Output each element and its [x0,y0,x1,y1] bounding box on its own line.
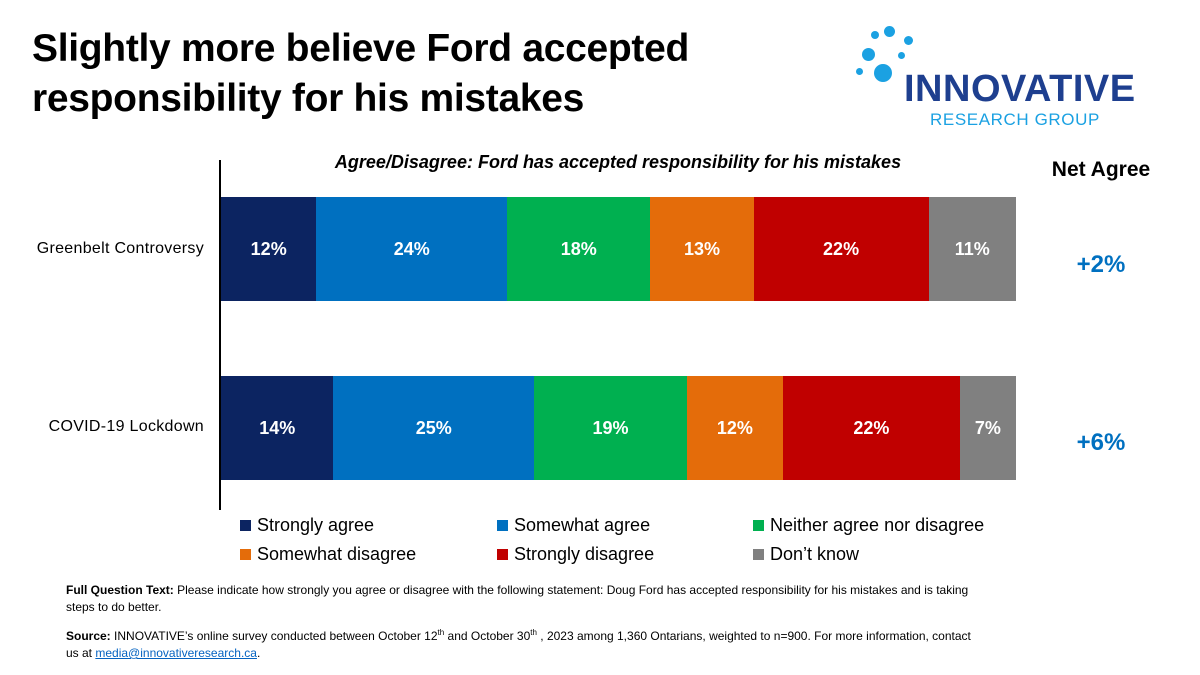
net-agree-value: +6% [1076,429,1126,456]
legend-label: Somewhat agree [514,515,651,535]
innovative-logo: INNOVATIVE RESEARCH GROUP [850,18,1150,130]
legend-item: Somewhat disagree [240,544,416,565]
source-footnote: Source: INNOVATIVE’s online survey condu… [66,624,986,662]
logo-dot [862,48,875,61]
legend-item: Don’t know [753,544,859,565]
legend-swatch [497,549,508,560]
bar-segment: 22% [753,197,929,301]
bar-segment: 12% [686,376,784,480]
legend-swatch [497,520,508,531]
legend-swatch [753,520,764,531]
logo-dot [884,26,895,37]
question-text: Please indicate how strongly you agree o… [66,583,969,614]
data-label: 12% [716,417,753,438]
logo-dot [856,68,863,75]
source-text-3: , 2023 among 1,360 Ontarians, weighted t… [66,629,971,660]
question-label: Full Question Text: [66,583,174,597]
question-footnote: Full Question Text: Please indicate how … [66,582,986,616]
data-label: 13% [683,238,720,259]
source-sup-1: th [437,628,445,637]
bar-segment: 19% [534,376,687,480]
data-label: 14% [259,417,296,438]
source-text-2: and October 30 [444,629,531,643]
data-label: 18% [560,238,597,259]
source-text-1: INNOVATIVE’s online survey conducted bet… [114,629,438,643]
legend-swatch [753,549,764,560]
legend-label: Strongly disagree [514,544,655,564]
bar-segment: 11% [928,197,1016,301]
logo-dot [898,52,905,59]
category-axis-line [219,160,221,510]
category-label: COVID-19 Lockdown [48,418,204,435]
legend-label: Somewhat disagree [257,544,417,564]
data-label: 25% [415,417,452,438]
bar-segment: 22% [783,376,960,480]
bar-row: 14% 25% 19% 12% 22% 7% [221,376,1016,480]
logo-dot [874,64,892,82]
legend-swatch [240,520,251,531]
page-title: Slightly more believe Ford accepted resp… [32,27,690,120]
net-agree-header: Net Agree [1051,158,1151,181]
legend-label: Neither agree nor disagree [770,515,985,535]
logo-subtitle: RESEARCH GROUP [930,110,1100,129]
net-agree-value: +2% [1076,251,1126,278]
data-label: 22% [853,417,890,438]
data-label: 19% [592,417,629,438]
bar-row: 12% 24% 18% 13% 22% 11% [221,197,1016,301]
legend-swatch [240,549,251,560]
logo-dot [871,31,879,39]
category-label: Greenbelt Controversy [36,240,204,257]
data-label: 22% [823,238,860,259]
source-sup-2: th [530,628,537,637]
legend-item: Strongly agree [240,515,374,536]
chart-title: Agree/Disagree: Ford has accepted respon… [334,152,902,172]
legend-item: Strongly disagree [497,544,654,565]
data-label: 24% [393,238,430,259]
bar-segment: 25% [333,376,535,480]
legend-item: Somewhat agree [497,515,650,536]
bar-segment: 13% [650,197,754,301]
data-label: 12% [250,238,287,259]
legend-label: Strongly agree [257,515,375,535]
legend-label: Don’t know [770,544,860,564]
bar-segment: 14% [221,376,334,480]
logo-name: INNOVATIVE [904,68,1136,110]
data-label: 11% [954,238,990,259]
source-label: Source: [66,629,111,643]
logo-dot [904,36,913,45]
source-end: . [256,646,261,660]
data-label: 7% [974,417,1001,438]
bar-segment: 24% [316,197,508,301]
legend-item: Neither agree nor disagree [753,515,984,536]
contact-email-link[interactable]: media@innovativeresearch.ca [95,646,257,660]
bar-segment: 18% [507,197,651,301]
bar-segment: 12% [221,197,317,301]
bar-segment: 7% [959,376,1016,480]
